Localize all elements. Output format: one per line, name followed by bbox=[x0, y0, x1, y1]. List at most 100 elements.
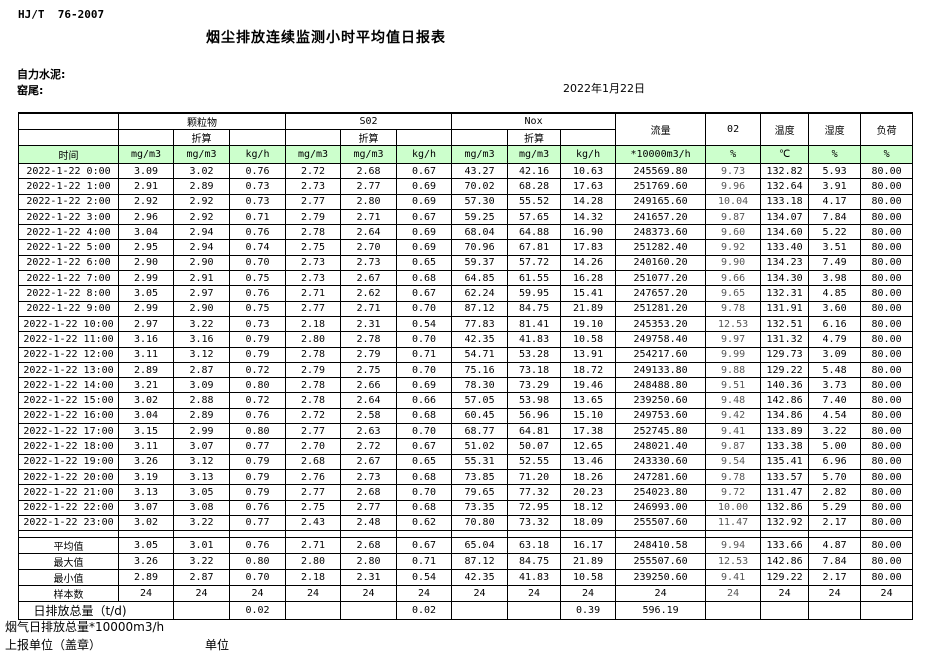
value-cell: 10.04 bbox=[705, 193, 762, 210]
summary-row: 样本数 24 24 24 24 24 24 24 24 24 24 24 24 24 24 bbox=[18, 585, 914, 603]
value-cell: 9.97 bbox=[705, 331, 762, 348]
pm-converted-label: 折算 bbox=[173, 129, 230, 146]
value-cell: 0.80 bbox=[228, 553, 287, 571]
location-label: 窑尾: bbox=[17, 84, 44, 97]
value-cell: 42.35 bbox=[451, 331, 509, 348]
value-cell: 134.07 bbox=[760, 208, 810, 226]
value-cell: 2.71 bbox=[340, 300, 398, 317]
value-cell: 20.23 bbox=[560, 484, 617, 501]
value-cell: 2.64 bbox=[340, 224, 398, 241]
value-cell: 0.65 bbox=[396, 453, 453, 470]
value-cell: 0.73 bbox=[228, 193, 287, 210]
value-cell bbox=[760, 601, 810, 621]
time-cell: 2022-1-22 7:00 bbox=[18, 270, 119, 287]
value-cell: 2.73 bbox=[285, 270, 342, 287]
value-cell bbox=[860, 601, 914, 621]
value-cell: 80.00 bbox=[860, 377, 914, 394]
value-cell: 80.00 bbox=[860, 407, 914, 425]
value-cell: 9.96 bbox=[705, 178, 762, 195]
value-cell: 61.55 bbox=[507, 270, 562, 287]
value-cell: 0.79 bbox=[228, 331, 287, 348]
time-cell: 2022-1-22 4:00 bbox=[18, 224, 119, 241]
value-cell: 57.05 bbox=[451, 392, 509, 409]
value-cell: 255507.60 bbox=[615, 553, 707, 571]
value-cell: 0.70 bbox=[228, 254, 287, 272]
value-cell: 2.77 bbox=[285, 484, 342, 501]
table-row: 2022-1-22 20:00 3.19 3.13 0.79 2.76 2.73 0.68 7… bbox=[18, 468, 914, 486]
value-cell: 3.04 bbox=[118, 407, 174, 425]
value-cell: 3.13 bbox=[118, 484, 174, 501]
value-cell: 2.99 bbox=[173, 423, 230, 440]
value-cell bbox=[705, 601, 762, 621]
value-cell: 2.75 bbox=[285, 239, 342, 256]
value-cell: 0.54 bbox=[396, 315, 453, 333]
summary-label: 平均值 bbox=[18, 537, 119, 555]
value-cell: 9.72 bbox=[705, 484, 762, 501]
value-cell: 7.84 bbox=[808, 208, 862, 226]
value-cell: 0.77 bbox=[228, 438, 287, 455]
value-cell: 80.00 bbox=[860, 239, 914, 256]
time-cell: 2022-1-22 9:00 bbox=[18, 300, 119, 317]
value-cell: 2.58 bbox=[340, 407, 398, 425]
value-cell: 0.02 bbox=[396, 601, 453, 621]
value-cell: 0.69 bbox=[396, 239, 453, 256]
value-cell: 5.29 bbox=[808, 499, 862, 516]
value-cell: 2.18 bbox=[285, 315, 342, 333]
unit-label: 单位 bbox=[205, 638, 230, 652]
value-cell bbox=[173, 601, 230, 621]
value-cell: 24 bbox=[228, 585, 287, 603]
value-cell: 80.00 bbox=[860, 468, 914, 486]
value-cell: 53.28 bbox=[507, 346, 562, 363]
value-cell: 14.26 bbox=[560, 254, 617, 272]
value-cell: 3.22 bbox=[173, 514, 230, 532]
value-cell: 0.79 bbox=[228, 484, 287, 501]
nox-converted-label: 折算 bbox=[507, 129, 562, 146]
value-cell: 2.92 bbox=[173, 193, 230, 210]
value-cell: 4.85 bbox=[808, 285, 862, 302]
value-cell: 0.69 bbox=[396, 178, 453, 195]
value-cell: 2.72 bbox=[285, 407, 342, 425]
value-cell: 9.99 bbox=[705, 346, 762, 363]
flue-gas-total-label: 烟气日排放总量*10000m3/h bbox=[5, 620, 165, 634]
value-cell: 0.72 bbox=[228, 361, 287, 379]
blank-cell bbox=[285, 129, 342, 146]
value-cell: 129.22 bbox=[760, 569, 810, 587]
value-cell: 247281.60 bbox=[615, 468, 707, 486]
time-cell: 2022-1-22 15:00 bbox=[18, 392, 119, 409]
value-cell: 2.68 bbox=[340, 484, 398, 501]
value-cell: 0.76 bbox=[228, 162, 287, 180]
value-cell: 68.28 bbox=[507, 178, 562, 195]
value-cell: 24 bbox=[340, 585, 398, 603]
value-cell: 18.09 bbox=[560, 514, 617, 532]
blank-cell bbox=[560, 129, 617, 146]
value-cell: 59.95 bbox=[507, 285, 562, 302]
value-cell: 71.20 bbox=[507, 468, 562, 486]
value-cell bbox=[808, 601, 862, 621]
value-cell: 80.00 bbox=[860, 254, 914, 272]
value-cell: 249753.60 bbox=[615, 407, 707, 425]
value-cell: 251769.60 bbox=[615, 178, 707, 195]
value-cell: 245569.80 bbox=[615, 162, 707, 180]
value-cell: 9.73 bbox=[705, 162, 762, 180]
value-cell: 10.58 bbox=[560, 331, 617, 348]
value-cell: 0.68 bbox=[396, 499, 453, 516]
table-row: 2022-1-22 4:00 3.04 2.94 0.76 2.78 2.64 0.69 68… bbox=[18, 224, 914, 241]
value-cell: 133.57 bbox=[760, 468, 810, 486]
value-cell: 2.94 bbox=[173, 239, 230, 256]
time-cell: 2022-1-22 23:00 bbox=[18, 514, 119, 532]
value-cell: 248488.80 bbox=[615, 377, 707, 394]
value-cell: 133.89 bbox=[760, 423, 810, 440]
value-cell: 2.91 bbox=[118, 178, 174, 195]
value-cell: 3.16 bbox=[173, 331, 230, 348]
value-cell: 9.87 bbox=[705, 208, 762, 226]
value-cell: 9.66 bbox=[705, 270, 762, 287]
value-cell: 59.37 bbox=[451, 254, 509, 272]
unit-cell: ℃ bbox=[760, 145, 810, 164]
value-cell: 0.66 bbox=[396, 392, 453, 409]
value-cell: 0.67 bbox=[396, 285, 453, 302]
value-cell: 2.97 bbox=[118, 315, 174, 333]
value-cell: 5.48 bbox=[808, 361, 862, 379]
time-cell: 2022-1-22 13:00 bbox=[18, 361, 119, 379]
unit-cell: % bbox=[808, 145, 862, 164]
value-cell: 65.04 bbox=[451, 537, 509, 555]
